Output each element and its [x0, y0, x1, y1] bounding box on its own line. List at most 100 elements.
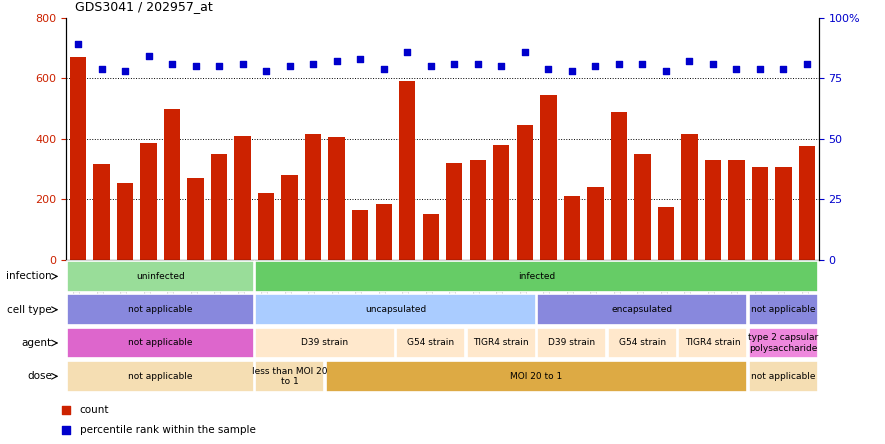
Text: GDS3041 / 202957_at: GDS3041 / 202957_at — [75, 0, 213, 13]
Bar — [67, 294, 254, 325]
Bar — [728, 160, 744, 260]
Bar — [587, 187, 604, 260]
Text: G54 strain: G54 strain — [407, 338, 454, 348]
Point — [424, 63, 438, 70]
Point — [59, 406, 73, 413]
Bar — [164, 108, 181, 260]
Bar — [352, 210, 368, 260]
Bar — [749, 294, 818, 325]
Text: not applicable: not applicable — [751, 372, 816, 381]
Bar — [466, 328, 535, 358]
Bar — [255, 261, 818, 292]
Text: TIGR4 strain: TIGR4 strain — [473, 338, 529, 348]
Point — [635, 60, 650, 67]
Bar — [375, 204, 392, 260]
Point — [329, 58, 343, 65]
Point — [71, 41, 85, 48]
Bar — [326, 361, 748, 392]
Bar — [422, 214, 439, 260]
Bar — [611, 111, 627, 260]
Bar — [470, 160, 486, 260]
Point — [565, 67, 579, 75]
Bar — [751, 167, 768, 260]
Bar — [235, 136, 251, 260]
Bar — [396, 328, 466, 358]
Text: not applicable: not applicable — [128, 338, 193, 348]
Text: dose: dose — [27, 371, 51, 381]
Point — [165, 60, 180, 67]
Point — [377, 65, 391, 72]
Text: type 2 capsular
polysaccharide: type 2 capsular polysaccharide — [748, 333, 819, 353]
Bar — [67, 328, 254, 358]
Point — [658, 67, 673, 75]
Point — [212, 63, 227, 70]
Point — [518, 48, 532, 55]
Bar — [775, 167, 791, 260]
Bar — [188, 178, 204, 260]
Point — [542, 65, 556, 72]
Point — [282, 63, 296, 70]
Point — [705, 60, 720, 67]
Point — [353, 56, 367, 63]
Point — [306, 60, 320, 67]
Bar — [211, 154, 227, 260]
Point — [189, 63, 203, 70]
Point — [59, 426, 73, 433]
Point — [776, 65, 790, 72]
Text: TIGR4 strain: TIGR4 strain — [685, 338, 741, 348]
Point — [142, 53, 156, 60]
Bar — [399, 81, 415, 260]
Point — [259, 67, 273, 75]
Text: not applicable: not applicable — [751, 305, 816, 314]
Text: D39 strain: D39 strain — [302, 338, 349, 348]
Point — [235, 60, 250, 67]
Point — [682, 58, 696, 65]
Text: less than MOI 20
to 1: less than MOI 20 to 1 — [252, 367, 327, 386]
Bar — [281, 175, 298, 260]
Point — [447, 60, 461, 67]
Bar — [608, 328, 677, 358]
Point — [612, 60, 626, 67]
Bar — [749, 328, 818, 358]
Point — [95, 65, 109, 72]
Text: percentile rank within the sample: percentile rank within the sample — [80, 424, 256, 435]
Text: D39 strain: D39 strain — [548, 338, 596, 348]
Bar — [255, 328, 395, 358]
Bar — [537, 294, 748, 325]
Point — [729, 65, 743, 72]
Text: G54 strain: G54 strain — [619, 338, 666, 348]
Bar — [446, 163, 463, 260]
Bar — [255, 294, 535, 325]
Point — [400, 48, 414, 55]
Point — [753, 65, 767, 72]
Bar — [328, 137, 345, 260]
Bar — [517, 125, 533, 260]
Text: agent: agent — [21, 338, 51, 348]
Point — [494, 63, 508, 70]
Bar — [493, 145, 510, 260]
Text: cell type: cell type — [7, 305, 51, 315]
Point — [471, 60, 485, 67]
Bar — [305, 134, 321, 260]
Text: MOI 20 to 1: MOI 20 to 1 — [511, 372, 563, 381]
Bar — [67, 261, 254, 292]
Point — [118, 67, 132, 75]
Bar — [67, 361, 254, 392]
Bar — [258, 193, 274, 260]
Bar — [564, 196, 580, 260]
Bar — [634, 154, 650, 260]
Bar — [70, 57, 87, 260]
Point — [800, 60, 814, 67]
Bar — [658, 207, 674, 260]
Point — [589, 63, 603, 70]
Bar — [798, 147, 815, 260]
Bar — [678, 328, 748, 358]
Bar — [537, 328, 606, 358]
Text: uninfected: uninfected — [136, 272, 185, 281]
Text: encapsulated: encapsulated — [612, 305, 673, 314]
Text: count: count — [80, 404, 109, 415]
Bar — [704, 160, 721, 260]
Bar — [749, 361, 818, 392]
Text: not applicable: not applicable — [128, 372, 193, 381]
Text: infected: infected — [518, 272, 555, 281]
